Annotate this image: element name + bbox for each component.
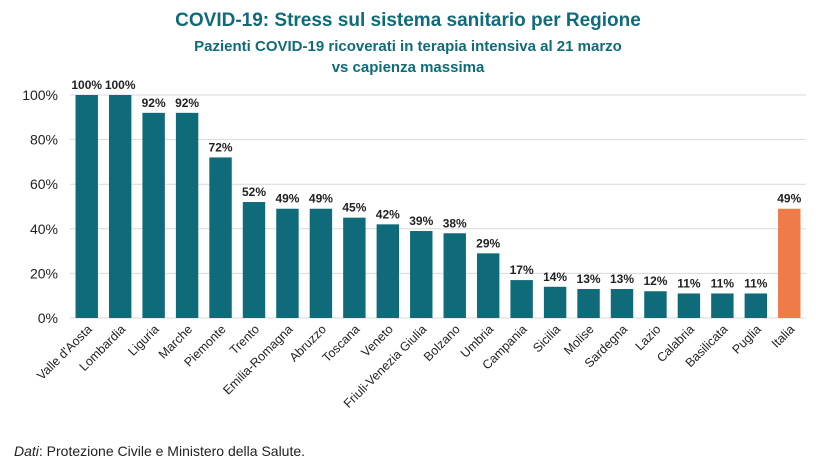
bar — [376, 224, 400, 318]
bar — [276, 208, 299, 318]
y-tick-label: 100% — [22, 87, 58, 103]
bar — [309, 208, 333, 318]
bar-value-label: 52% — [242, 185, 266, 199]
x-tick-label: Italia — [769, 322, 798, 351]
bar-value-label: 17% — [510, 263, 534, 277]
chart-title: COVID-19: Stress sul sistema sanitario p… — [175, 10, 641, 31]
source-text: : Protezione Civile e Ministero della Sa… — [38, 443, 306, 459]
y-tick-label: 0% — [38, 310, 58, 326]
bar — [209, 157, 232, 318]
bar — [510, 280, 533, 318]
bar — [711, 293, 734, 318]
bar — [778, 208, 801, 318]
bar-value-label: 92% — [175, 96, 199, 110]
x-tick-label: Puglia — [729, 322, 764, 357]
bar-value-label: 11% — [677, 276, 701, 290]
y-tick-label: 60% — [30, 176, 58, 192]
bar-value-label: 72% — [209, 140, 233, 154]
bar — [443, 233, 466, 318]
x-tick-label: Toscana — [320, 322, 363, 365]
source-label: Dati — [14, 443, 39, 459]
source-note: Dati: Protezione Civile e Ministero dell… — [14, 443, 305, 459]
bar-value-label: 49% — [309, 192, 333, 206]
bar — [75, 95, 98, 318]
y-tick-label: 40% — [30, 221, 58, 237]
bar — [677, 293, 701, 318]
bar — [175, 112, 199, 318]
bar — [610, 289, 634, 318]
bar — [142, 112, 165, 318]
bar-value-label: 38% — [443, 216, 467, 230]
bar-value-label: 100% — [105, 78, 136, 92]
bar-value-label: 11% — [711, 276, 735, 290]
chart-subtitle-line-1: Pazienti COVID-19 ricoverati in terapia … — [194, 38, 622, 55]
bar — [543, 286, 567, 318]
bar — [476, 253, 500, 318]
x-tick-label: Sicilia — [530, 322, 563, 355]
chart-subtitle-line-2: vs capienza massima — [331, 59, 485, 76]
bar-value-label: 39% — [409, 214, 433, 228]
x-tick-label: Lazio — [633, 322, 664, 353]
bar-value-label: 100% — [71, 78, 102, 92]
bar — [644, 291, 667, 318]
bar — [242, 202, 266, 318]
bar-value-label: 45% — [342, 201, 366, 215]
bar — [343, 217, 366, 318]
bar-value-label: 49% — [777, 192, 801, 206]
bar — [744, 293, 768, 318]
bar — [410, 231, 433, 318]
bar-value-label: 42% — [376, 207, 400, 221]
bar-value-label: 13% — [577, 272, 601, 286]
bar-value-label: 49% — [275, 192, 299, 206]
bar-value-label: 12% — [643, 274, 667, 288]
x-tick-label: Bolzano — [421, 322, 463, 364]
bar-value-label: 11% — [744, 276, 768, 290]
bar-value-label: 13% — [610, 272, 634, 286]
y-tick-label: 80% — [30, 132, 58, 148]
bar-value-label: 29% — [476, 236, 500, 250]
bar — [108, 95, 132, 318]
bar-value-label: 14% — [543, 270, 567, 284]
bar — [577, 289, 600, 318]
y-tick-label: 20% — [30, 265, 58, 281]
bar-value-label: 92% — [142, 96, 166, 110]
